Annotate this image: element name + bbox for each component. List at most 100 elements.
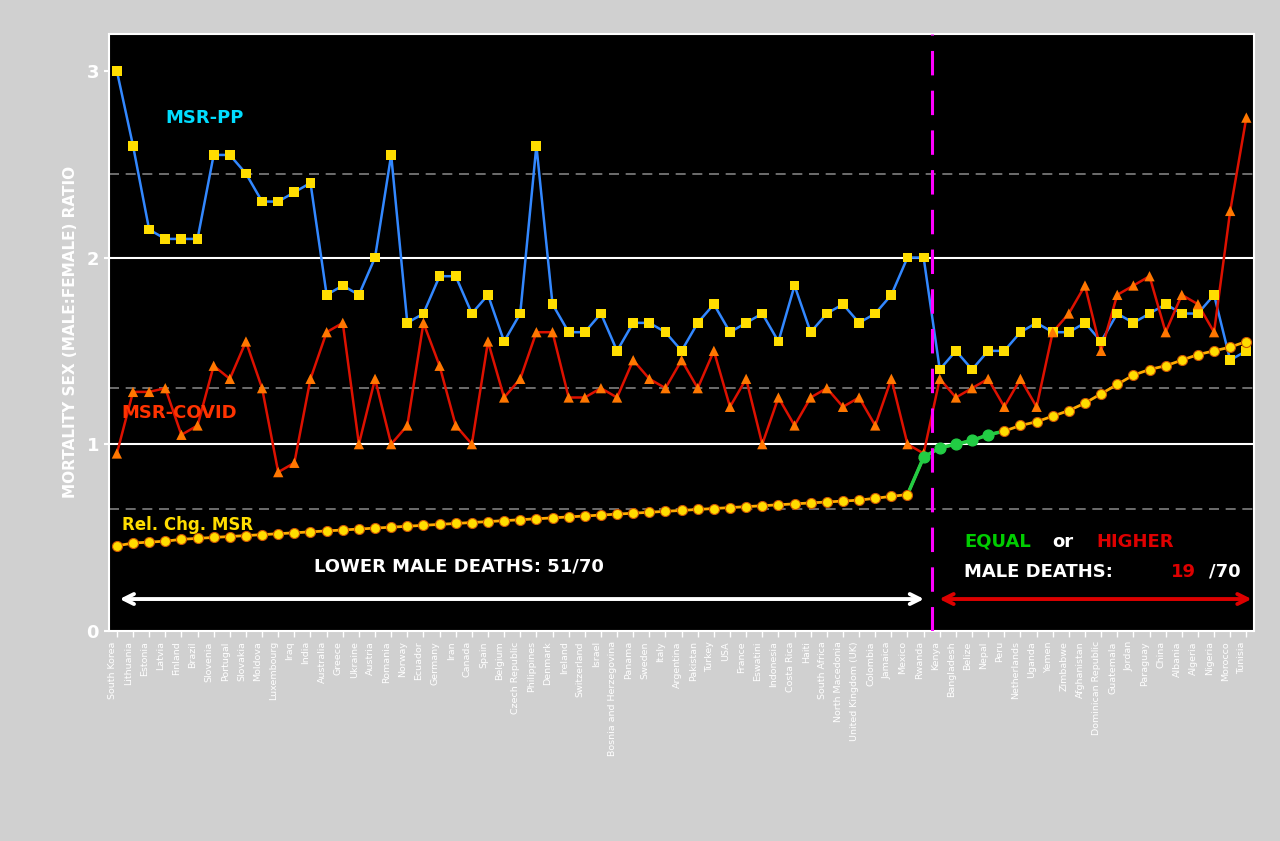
Point (397, 520, 417, 533)
Point (1091, 344, 1111, 357)
Point (1203, 288, 1224, 302)
Point (785, 497, 805, 510)
Point (753, 437, 773, 451)
Point (1010, 325, 1030, 339)
Point (413, 316, 434, 330)
Point (590, 382, 611, 395)
Point (1059, 307, 1079, 320)
Point (1156, 298, 1176, 311)
Point (123, 385, 143, 399)
Point (639, 505, 659, 519)
Point (849, 316, 869, 330)
Point (914, 251, 934, 264)
Point (187, 532, 207, 545)
Point (785, 419, 805, 432)
Point (978, 344, 998, 357)
Point (543, 298, 563, 311)
Point (881, 372, 901, 385)
Point (316, 288, 337, 302)
Point (639, 316, 659, 330)
Point (1139, 307, 1160, 320)
Point (140, 385, 160, 399)
Point (106, 64, 127, 77)
Point (914, 451, 934, 464)
Point (704, 298, 724, 311)
Point (397, 419, 417, 432)
Point (543, 325, 563, 339)
Point (1220, 341, 1240, 354)
Point (509, 307, 530, 320)
Point (494, 335, 515, 348)
Point (995, 400, 1015, 414)
Point (301, 177, 321, 190)
Point (881, 288, 901, 302)
Point (413, 307, 434, 320)
Point (1156, 359, 1176, 373)
Point (494, 391, 515, 405)
Point (1027, 415, 1047, 429)
Point (768, 391, 788, 405)
Point (477, 288, 498, 302)
Point (204, 148, 224, 161)
Point (687, 382, 708, 395)
Point (897, 251, 918, 264)
Point (672, 504, 692, 517)
Point (509, 513, 530, 526)
Text: MALE DEATHS:: MALE DEATHS: (964, 563, 1119, 580)
Point (817, 495, 837, 509)
Point (687, 316, 708, 330)
Point (1236, 335, 1257, 348)
Point (477, 515, 498, 528)
Point (140, 536, 160, 549)
Point (365, 251, 385, 264)
Point (849, 494, 869, 507)
Point (753, 499, 773, 512)
Point (719, 501, 740, 515)
Point (1075, 279, 1096, 293)
Point (865, 419, 886, 432)
Point (639, 372, 659, 385)
Point (768, 498, 788, 511)
Point (494, 514, 515, 527)
Point (558, 325, 579, 339)
Point (655, 505, 676, 518)
Point (1236, 344, 1257, 357)
Point (865, 307, 886, 320)
Point (849, 391, 869, 405)
Point (220, 148, 241, 161)
Point (833, 400, 854, 414)
Point (1171, 353, 1192, 367)
Point (333, 523, 353, 537)
Point (558, 391, 579, 405)
Point (172, 428, 192, 442)
Point (607, 344, 627, 357)
Point (301, 372, 321, 385)
Point (1203, 325, 1224, 339)
Point (172, 532, 192, 546)
Point (800, 325, 820, 339)
Point (187, 419, 207, 432)
Point (543, 511, 563, 525)
Point (204, 531, 224, 544)
Point (268, 527, 288, 541)
Point (607, 507, 627, 521)
Point (123, 537, 143, 550)
Point (897, 488, 918, 501)
Point (220, 372, 241, 385)
Point (1075, 396, 1096, 410)
Point (672, 353, 692, 367)
Point (623, 353, 644, 367)
Point (929, 362, 950, 376)
Point (348, 288, 369, 302)
Point (268, 195, 288, 209)
Point (445, 516, 466, 530)
Point (1156, 325, 1176, 339)
Point (348, 437, 369, 451)
Point (946, 437, 966, 451)
Point (800, 391, 820, 405)
Point (509, 372, 530, 385)
Point (301, 525, 321, 538)
Point (445, 419, 466, 432)
Point (575, 510, 595, 523)
Point (897, 437, 918, 451)
